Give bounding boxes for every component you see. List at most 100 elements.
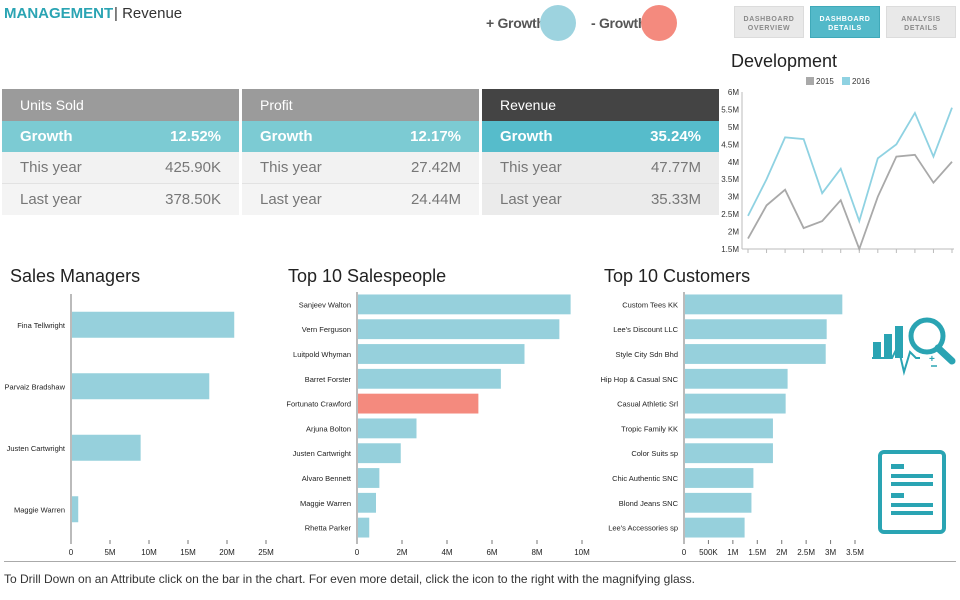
category-label: Blond Jeans SNC (619, 499, 679, 508)
y-tick-label: 5M (728, 123, 739, 132)
bar-lee-s-discount-llc[interactable] (685, 319, 827, 340)
bar-tropic-family-kk[interactable] (685, 418, 773, 439)
x-tick-label: 1.5M (748, 548, 766, 557)
details-document-icon[interactable] (877, 448, 949, 536)
kpi-last-year-value: 24.44M (410, 191, 461, 208)
kpi-this-year-label: This year (500, 159, 562, 176)
icon-bar (873, 342, 881, 358)
top-customers-title: Top 10 Customers (604, 266, 751, 286)
nav-line1: ANALYSIS (901, 16, 941, 23)
x-tick-label: 3.5M (846, 548, 864, 557)
top-salespeople-title: Top 10 Salespeople (288, 266, 447, 286)
kpi-title: Units Sold (2, 89, 239, 121)
bar-casual-athletic-srl[interactable] (685, 393, 786, 414)
icon-handle (934, 344, 956, 365)
bar-style-city-sdn-bhd[interactable] (685, 344, 826, 364)
top-customers-bar-chart[interactable]: Custom Tees KK Lee's Discount LLC Style Ci… (592, 288, 868, 560)
bar-custom-tees-kk[interactable] (685, 294, 843, 315)
bar-parvaiz-bradshaw[interactable] (72, 373, 210, 400)
icon-plus: + (929, 354, 935, 365)
category-label: Maggie Warren (14, 505, 65, 514)
kpi-this-year-label: This year (260, 159, 322, 176)
breadcrumb-separator: | (114, 5, 118, 22)
page-breadcrumb: | Revenue (114, 5, 182, 22)
x-tick-label: 2.5M (797, 548, 815, 557)
bar-chic-authentic-snc[interactable] (685, 468, 754, 488)
icon-line (891, 493, 904, 498)
icon-lens (908, 317, 946, 355)
bar-fina-tellwright[interactable] (72, 311, 235, 338)
kpi-growth-label: Growth (260, 128, 313, 145)
x-tick-label: 6M (486, 548, 497, 557)
kpi-this-year-row: This year 47.77M (482, 152, 719, 184)
category-label: Chic Authentic SNC (612, 474, 678, 483)
kpi-growth-value: 35.24% (650, 128, 701, 145)
kpi-growth-row: Growth 12.52% (2, 121, 239, 152)
x-tick-label: 0 (682, 548, 687, 557)
nav-dashboard-overview-button[interactable]: DASHBOARD OVERVIEW (734, 6, 804, 38)
x-tick-label: 2M (776, 548, 787, 557)
top-salespeople-bar-chart[interactable]: Sanjeev Walton Vern Ferguson Luitpold Whym… (280, 288, 598, 560)
sales-managers-title: Sales Managers (10, 266, 141, 286)
bar-vern-ferguson[interactable] (358, 319, 560, 340)
plus-growth-bubble (540, 5, 576, 41)
category-label: Barret Forster (305, 375, 352, 384)
x-tick-label: 15M (180, 548, 196, 557)
nav-line1: DASHBOARD (743, 16, 795, 23)
icon-line (891, 474, 933, 478)
bar-sanjeev-walton[interactable] (358, 294, 571, 315)
bar-justen-cartwright[interactable] (72, 434, 141, 461)
x-tick-label: 1M (727, 548, 738, 557)
bar-barret-forster[interactable] (358, 368, 501, 389)
x-tick-label: 4M (441, 548, 452, 557)
bar-color-suits-sp[interactable] (685, 443, 773, 464)
kpi-last-year-label: Last year (260, 191, 322, 208)
icon-line (891, 511, 933, 515)
legend-plus-growth-label: + Growth (486, 15, 545, 31)
bar-blond-jeans-snc[interactable] (685, 492, 752, 513)
category-label: Luitpold Whyman (293, 350, 351, 359)
kpi-last-year-row: Last year 35.33M (482, 184, 719, 215)
kpi-this-year-label: This year (20, 159, 82, 176)
bar-lee-s-accessories-sp[interactable] (685, 517, 745, 538)
x-tick-label: 5M (104, 548, 115, 557)
x-tick-label: 500K (699, 548, 718, 557)
header: MANAGEMENT | Revenue + Growth - Growth D… (0, 0, 960, 41)
y-tick-label: 4.5M (721, 140, 739, 149)
nav-line1: DASHBOARD (819, 16, 871, 23)
analysis-magnifier-icon[interactable]: + (870, 314, 956, 376)
nav-line2: OVERVIEW (747, 25, 791, 32)
nav-line2: DETAILS (828, 25, 862, 32)
category-label: Casual Athletic Srl (617, 400, 678, 409)
bar-rhetta-parker[interactable] (358, 517, 370, 538)
bar-hip-hop-casual-snc[interactable] (685, 368, 788, 389)
y-tick-label: 3.5M (721, 175, 739, 184)
icon-bar (895, 326, 903, 358)
icon-pulse (872, 343, 920, 376)
bar-justen-cartwright[interactable] (358, 443, 401, 464)
x-tick-label: 20M (219, 548, 235, 557)
x-tick-label: 0 (69, 548, 74, 557)
bar-alvaro-bennett[interactable] (358, 468, 380, 488)
nav-dashboard-details-button[interactable]: DASHBOARD DETAILS (810, 6, 880, 38)
bar-maggie-warren[interactable] (358, 492, 376, 513)
sales-managers-bar-chart[interactable]: Fina Tellwright Parvaiz Bradshaw Justen Ca… (0, 288, 282, 560)
series-line-2016 (747, 107, 953, 225)
legend-minus-growth-label: - Growth (591, 15, 647, 31)
category-label: Style City Sdn Bhd (615, 350, 678, 359)
nav-analysis-details-button[interactable]: ANALYSIS DETAILS (886, 6, 956, 38)
kpi-growth-label: Growth (500, 128, 553, 145)
legend-label: 2015 (816, 77, 834, 86)
kpi-growth-row: Growth 12.17% (242, 121, 479, 152)
category-label: Color Suits sp (631, 449, 678, 458)
bar-luitpold-whyman[interactable] (358, 344, 525, 364)
bar-arjuna-bolton[interactable] (358, 418, 417, 439)
category-label: Maggie Warren (300, 499, 351, 508)
bar-maggie-warren[interactable] (72, 496, 79, 523)
development-line-chart[interactable]: 1.5M 2M 2.5M 3M 3.5M 4M 4.5M 5M 5.5M 6M 2015 2016 (712, 72, 960, 258)
bar-fortunato-crawford[interactable] (358, 393, 479, 414)
x-tick-label: 8M (531, 548, 542, 557)
kpi-last-year-row: Last year 24.44M (242, 184, 479, 215)
kpi-last-year-value: 378.50K (165, 191, 221, 208)
kpi-this-year-row: This year 27.42M (242, 152, 479, 184)
